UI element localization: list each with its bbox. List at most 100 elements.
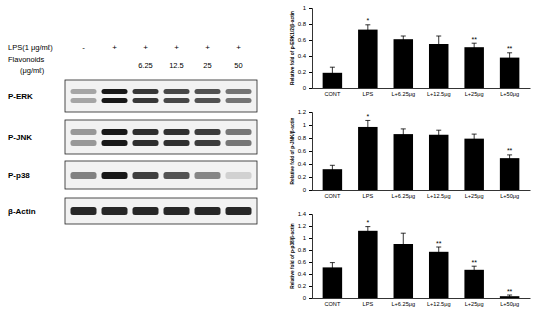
blot-band xyxy=(164,89,190,94)
x-tick: L+50μg xyxy=(500,91,519,97)
y-tick-label: 0 xyxy=(303,295,307,301)
error-line xyxy=(403,129,404,139)
blot-panel: LPS(1 μg/mℓ)Flavonoids(μg/mℓ)-+++++6.251… xyxy=(8,43,257,224)
error-cap xyxy=(330,165,335,166)
lps-sign: + xyxy=(236,43,241,52)
significance-mark: ** xyxy=(471,36,477,43)
x-tick-label: L+25μg xyxy=(465,301,484,307)
error-bar xyxy=(365,227,370,235)
blot-band xyxy=(195,207,221,215)
bar xyxy=(464,139,483,190)
error-bar xyxy=(401,129,406,139)
error-cap xyxy=(507,154,512,155)
x-tick-label: CONT xyxy=(324,301,340,307)
error-cap xyxy=(507,295,512,296)
blot-band xyxy=(133,140,159,146)
x-axis-line xyxy=(313,298,531,299)
error-cap xyxy=(507,52,512,53)
error-bar xyxy=(436,247,441,257)
significance-mark: ** xyxy=(507,147,513,154)
x-tick-label: L+50μg xyxy=(500,91,519,97)
y-tick-mark xyxy=(309,286,312,287)
blot-row-label: β-Actin xyxy=(8,207,36,216)
lps-sign: + xyxy=(112,43,117,52)
blot-band xyxy=(71,140,97,146)
y-tick-mark xyxy=(309,190,312,191)
error-cap xyxy=(330,67,335,68)
y-tick-mark xyxy=(309,8,312,9)
blot-band xyxy=(102,172,128,179)
blot-band xyxy=(226,172,252,179)
y-tick: 1.4 xyxy=(298,211,312,217)
x-axis-line xyxy=(313,88,531,89)
x-tick-label: L+6.25μg xyxy=(391,91,415,97)
y-tick-mark xyxy=(309,262,312,263)
lps-label: LPS(1 μg/mℓ) xyxy=(8,43,53,52)
error-bar xyxy=(436,36,441,52)
blot-band xyxy=(71,89,97,94)
x-tick: L+12.5μg xyxy=(427,301,451,307)
y-tick: 0.8 xyxy=(298,135,312,141)
y-axis-line xyxy=(309,113,313,191)
error-bar xyxy=(330,67,335,78)
x-tick-label: LPS xyxy=(363,193,374,199)
error-bar xyxy=(401,36,406,42)
blot-band xyxy=(226,129,252,135)
y-tick: 0.2 xyxy=(298,283,312,289)
y-tick-mark xyxy=(309,112,312,113)
blot-band xyxy=(226,140,252,146)
blot-band xyxy=(164,129,190,135)
blot-band xyxy=(195,98,221,103)
blot-band xyxy=(102,89,128,94)
blot-band xyxy=(102,98,128,103)
x-tick-label: LPS xyxy=(363,91,374,97)
blot-band xyxy=(133,89,159,94)
y-axis-title: Relative fold of p-JNK/β-actin xyxy=(290,117,295,184)
error-bar xyxy=(436,130,441,139)
significance-mark: ** xyxy=(436,240,442,247)
blot-band xyxy=(164,172,190,179)
error-line xyxy=(509,155,510,162)
y-axis-title: Relative fold of p-ERK1/2/β-actin xyxy=(290,11,295,85)
y-tick-label: 0.6 xyxy=(298,259,307,265)
blot-band xyxy=(164,98,190,103)
error-cap xyxy=(401,128,406,129)
error-cap xyxy=(365,24,370,25)
x-tick: L+6.25μg xyxy=(391,301,415,307)
flavonoid-dose: 50 xyxy=(234,61,242,70)
y-tick-label: 0.2 xyxy=(298,283,307,289)
blot-row-label: P-JNK xyxy=(8,133,32,142)
y-tick-label: 1 xyxy=(303,235,307,241)
blot-frame xyxy=(65,120,257,154)
blot-band xyxy=(133,172,159,179)
significance-mark: ** xyxy=(507,45,513,52)
significance-mark: * xyxy=(366,113,369,120)
y-tick: 1.2 xyxy=(298,223,312,229)
x-tick-label: L+50μg xyxy=(500,193,519,199)
x-tick-label: LPS xyxy=(363,301,374,307)
y-tick-label: 0.8 xyxy=(298,21,307,27)
x-tick-label: L+25μg xyxy=(465,193,484,199)
y-tick-mark xyxy=(309,238,312,239)
error-bar xyxy=(507,155,512,162)
flavonoid-dose: 12.5 xyxy=(169,61,184,70)
y-tick: 0.4 xyxy=(298,53,312,59)
blot-band xyxy=(195,129,221,135)
y-tick: 0.4 xyxy=(298,271,312,277)
y-tick-label: 1 xyxy=(303,5,307,11)
bar-chart: 00.20.40.60.81CONTLPSL+6.25μgL+12.5μgL+2… xyxy=(290,5,531,97)
y-tick: 0 xyxy=(303,187,312,193)
y-tick: 0.4 xyxy=(298,161,312,167)
blot-band xyxy=(226,207,252,215)
blot-row-label: P-ERK xyxy=(8,92,33,101)
x-tick: CONT xyxy=(324,301,340,307)
y-tick-mark xyxy=(309,24,312,25)
bar xyxy=(394,134,413,190)
significance-mark: * xyxy=(366,219,369,226)
y-tick-label: 1.2 xyxy=(298,223,307,229)
blot-band xyxy=(164,207,190,215)
error-cap xyxy=(436,247,441,248)
error-line xyxy=(509,53,510,63)
blot-band xyxy=(102,129,128,135)
flavonoid-dose: 6.25 xyxy=(138,61,153,70)
